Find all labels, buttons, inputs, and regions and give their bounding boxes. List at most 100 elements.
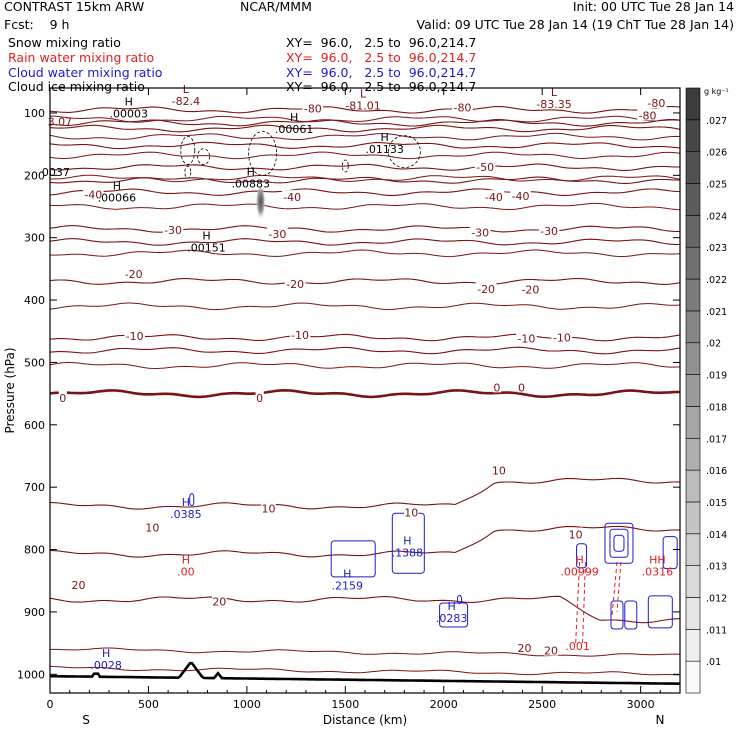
colorbar-box [685, 533, 701, 566]
extremum-value: .00 [177, 565, 195, 578]
isotherm-label-bg [510, 188, 531, 201]
colorbar-level-label: .021 [706, 307, 727, 318]
isotherm-label: -20 [125, 268, 143, 281]
isotherm-label: -10 [553, 331, 571, 344]
extremum-value: .001 [565, 640, 590, 653]
isotherm-label: -20 [521, 283, 539, 296]
isotherm--80-pair [49, 118, 681, 127]
high-marker: H [381, 131, 389, 144]
isotherm-label-bg [71, 578, 86, 591]
isotherm--70 [49, 124, 681, 133]
extremum-value: .0283 [436, 612, 468, 625]
colorbar-box [685, 215, 701, 248]
colorbar-level-label: .01 [706, 657, 721, 668]
isotherm-label: 20 [212, 595, 226, 608]
south-label: S [82, 713, 90, 727]
isotherm-minor [49, 249, 681, 258]
cloud-water-contour [439, 602, 469, 628]
extremum-value: .0028 [90, 659, 122, 672]
field-xy-cloud-water: XY= 96.0, 2.5 to 96.0,214.7 [286, 65, 477, 80]
contour-label: 0037 [42, 166, 70, 179]
cloud-water-contour [624, 600, 638, 630]
isotherm-label-bg [302, 101, 324, 114]
field-label-snow: Snow mixing ratio [8, 35, 121, 50]
isotherm-label-bg [492, 380, 502, 393]
isotherm-label-bg [475, 281, 497, 294]
isotherm-lower [49, 665, 681, 676]
y-tick-label: 900 [24, 606, 45, 619]
colorbar-box [685, 629, 701, 662]
isotherm-label: -40 [485, 191, 503, 204]
high-marker: H [403, 535, 411, 548]
colorbar-level-label: .02 [706, 339, 721, 350]
forecast-hour: Fcst: 9 h [4, 17, 70, 32]
colorbar-box [685, 246, 701, 280]
isotherm-label: -80 [647, 97, 665, 110]
isotherm-label: -10 [126, 330, 144, 343]
rain-water-contour [616, 561, 622, 612]
colorbar-box [685, 119, 701, 152]
y-tick-label: 800 [24, 544, 45, 557]
cloud-water-contour [609, 528, 629, 558]
isotherm-label: 10 [145, 522, 159, 535]
extremum-value: .00883 [232, 177, 271, 190]
extremum-value: .00061 [275, 123, 314, 136]
cloud-water-contour [457, 594, 462, 604]
valid-time: Valid: 09 UTC Tue 28 Jan 14 (19 ChT Tue … [416, 17, 734, 32]
isotherm-label: 0 [59, 392, 66, 405]
isotherm--20 [49, 277, 681, 285]
colorbar-level-label: .017 [706, 434, 727, 445]
isotherm-label: 20 [544, 645, 558, 658]
isotherm-label-bg [568, 527, 583, 540]
colorbar-box [685, 565, 701, 598]
extremum-value: -83.35 [536, 98, 571, 111]
isotherm-label-bg [452, 100, 473, 113]
isotherm-label-bg [543, 643, 559, 656]
isotherm-label-bg [212, 594, 227, 607]
extremum-value: .00999 [560, 565, 599, 578]
isotherm-label: 10 [492, 464, 506, 477]
isotherm-minor [49, 361, 681, 369]
isotherm-label-bg [646, 95, 667, 108]
isotherm-label-bg [551, 330, 573, 343]
isotherm-label-bg [637, 108, 658, 121]
isotherm-10-pair [50, 525, 681, 558]
high-marker: H [182, 496, 190, 509]
colorbar-level-label: .012 [706, 593, 727, 604]
colorbar-box [685, 660, 701, 694]
colorbar-unit: g kg⁻¹ [704, 87, 729, 96]
isotherm-lower [49, 647, 681, 657]
isotherm-minor [49, 302, 681, 311]
y-axis-title: Pressure (hPa) [3, 347, 17, 433]
y-tick-label: 300 [24, 232, 45, 245]
isotherm-label: 10 [262, 502, 276, 515]
y-tick-label: 400 [24, 294, 45, 307]
high-marker: H [182, 553, 190, 566]
extremum-value: .00003 [110, 107, 149, 120]
isotherm-label-bg [284, 276, 306, 289]
y-tick-label: 1000 [17, 668, 45, 681]
isotherm-label: -50 [476, 161, 494, 174]
low-marker: L [183, 83, 190, 96]
colorbar-box [685, 469, 701, 503]
snow-contour [387, 135, 421, 169]
isotherm-minor [49, 174, 681, 183]
cloud-water-contour [662, 536, 678, 570]
field-label-rain: Rain water mixing ratio [8, 50, 155, 65]
isotherm--30 [49, 225, 681, 233]
model-title: CONTRAST 15km ARW [4, 0, 145, 14]
isotherm-label: -20 [286, 278, 304, 291]
extremum-value: .01133 [365, 143, 404, 156]
y-tick-label: 600 [24, 419, 45, 432]
colorbar-level-label: .011 [706, 625, 727, 636]
y-tick-label: 200 [24, 169, 45, 182]
colorbar-box [685, 342, 701, 375]
isotherm--50 [49, 163, 681, 171]
low-marker: L [360, 87, 367, 100]
field-label-cloud-water: Cloud water mixing ratio [8, 65, 163, 80]
isotherm-label: -40 [84, 189, 102, 202]
init-time: Init: 00 UTC Tue 28 Jan 14 [572, 0, 734, 14]
north-label: N [656, 713, 665, 727]
isotherm-label: 20 [72, 579, 86, 592]
cloud-water-contour [189, 493, 195, 507]
